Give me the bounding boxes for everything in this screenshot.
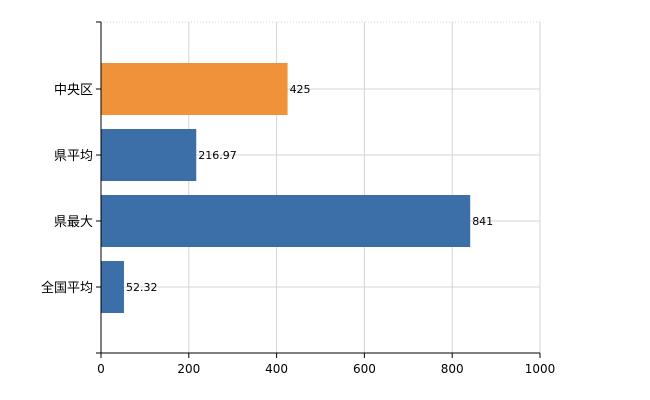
bar — [101, 261, 124, 313]
category-label: 県最大 — [54, 215, 93, 230]
category-label: 県平均 — [54, 149, 93, 164]
data-label: 841 — [472, 215, 493, 228]
bar — [101, 129, 197, 181]
data-label: 216.97 — [198, 149, 237, 162]
x-tick-label: 600 — [353, 362, 376, 376]
bar — [101, 63, 288, 115]
x-tick-label: 0 — [97, 362, 105, 376]
x-tick-label: 400 — [265, 362, 288, 376]
x-tick-label: 1000 — [525, 362, 556, 376]
category-label: 全国平均 — [41, 280, 93, 296]
data-label: 52.32 — [126, 281, 157, 294]
axes — [96, 21, 541, 358]
x-tick-label: 200 — [177, 362, 200, 376]
category-label: 中央区 — [54, 83, 93, 98]
bars — [101, 63, 471, 313]
bar — [101, 195, 471, 247]
data-label: 425 — [290, 83, 311, 96]
x-tick-label: 800 — [441, 362, 464, 376]
